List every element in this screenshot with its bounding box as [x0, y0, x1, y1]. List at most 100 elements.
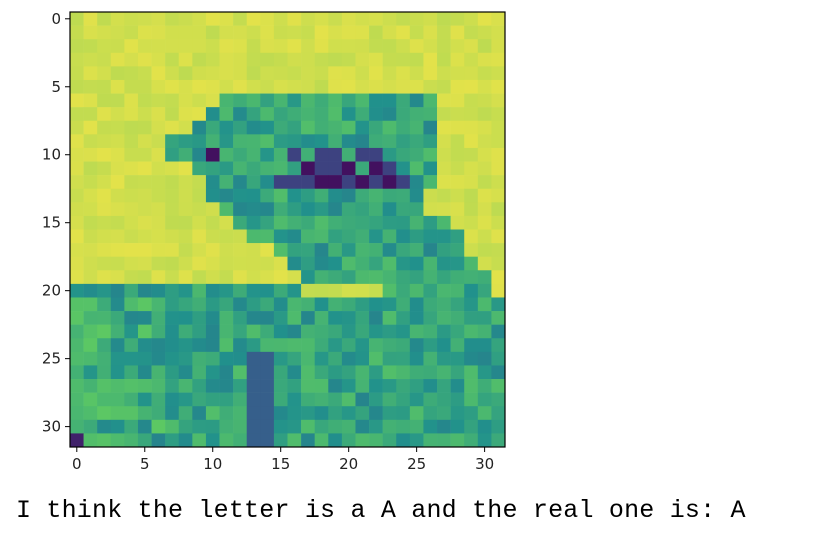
heatmap-cell [382, 25, 397, 40]
heatmap-cell [219, 311, 234, 325]
heatmap-cell [328, 25, 343, 40]
heatmap-cell [464, 338, 479, 353]
heatmap-cell [423, 338, 438, 353]
heatmap-cell [137, 379, 152, 393]
heatmap-cell [83, 107, 98, 122]
heatmap-cell [178, 134, 193, 149]
heatmap-cell [409, 66, 424, 81]
heatmap-cell [301, 297, 315, 312]
heatmap-cell [409, 52, 424, 67]
heatmap-cell [83, 12, 98, 26]
heatmap-cell [491, 270, 506, 285]
heatmap-cell [205, 256, 220, 271]
heatmap-cell [260, 25, 275, 40]
heatmap-cell [287, 256, 302, 271]
heatmap-cell [464, 161, 479, 176]
heatmap-cell [314, 351, 329, 366]
heatmap-cell [233, 311, 248, 325]
heatmap-cell [396, 270, 411, 285]
heatmap-cell [260, 12, 275, 26]
heatmap-cell [192, 297, 207, 312]
heatmap-cell [137, 79, 152, 94]
heatmap-cell [137, 311, 152, 325]
heatmap-cell [137, 338, 152, 353]
heatmap-cell [233, 39, 248, 54]
heatmap-cell [219, 243, 234, 257]
heatmap-cell [83, 202, 98, 217]
heatmap-cell [178, 324, 193, 339]
heatmap-cell [137, 147, 152, 162]
heatmap-cell [464, 365, 479, 380]
heatmap-cell [205, 311, 220, 325]
heatmap-cell [355, 66, 370, 81]
heatmap-cell [246, 93, 261, 108]
heatmap-cell [165, 270, 180, 285]
heatmap-cell [83, 379, 98, 393]
heatmap-cell [450, 52, 465, 67]
heatmap-cell [396, 297, 411, 312]
heatmap-cell [110, 147, 125, 162]
heatmap-cell [151, 120, 166, 135]
heatmap-cell [246, 134, 261, 149]
heatmap-cell [219, 175, 234, 190]
heatmap-cell [70, 283, 84, 298]
heatmap-cell [205, 39, 220, 54]
heatmap-cell [287, 365, 302, 380]
heatmap-cell [491, 161, 506, 176]
heatmap-cell [165, 365, 180, 380]
heatmap-cell [355, 52, 370, 67]
heatmap-cell [246, 311, 261, 325]
heatmap-cell [301, 229, 315, 244]
heatmap-cell [423, 256, 438, 271]
heatmap-cell [328, 243, 343, 257]
heatmap-cell [137, 351, 152, 366]
heatmap-cell [273, 120, 288, 135]
heatmap-cell [137, 297, 152, 312]
heatmap-cell [165, 147, 180, 162]
heatmap-cell [97, 147, 112, 162]
heatmap-cell [287, 107, 302, 122]
heatmap-cell [178, 215, 193, 230]
heatmap-cell [491, 311, 506, 325]
heatmap-cell [355, 338, 370, 353]
heatmap-cell [382, 419, 397, 434]
heatmap-cell [165, 134, 180, 149]
heatmap-cell [219, 39, 234, 54]
heatmap-cell [124, 134, 139, 149]
heatmap-cell [328, 79, 343, 94]
heatmap-cell [219, 25, 234, 40]
heatmap-cell [491, 433, 506, 448]
heatmap-cell [396, 188, 411, 203]
heatmap-cell [301, 107, 315, 122]
heatmap-cell [233, 66, 248, 81]
heatmap-cell [464, 379, 479, 393]
x-tick-label: 10 [203, 455, 222, 473]
heatmap-cell [178, 433, 193, 448]
heatmap-cell [314, 419, 329, 434]
heatmap-cell [151, 202, 166, 217]
heatmap-cell [219, 256, 234, 271]
heatmap-cell [450, 365, 465, 380]
heatmap-cell [314, 324, 329, 339]
heatmap-cell [314, 79, 329, 94]
heatmap-cell [477, 120, 492, 135]
heatmap-cell [314, 406, 329, 421]
heatmap-cell [178, 66, 193, 81]
heatmap-cell [301, 365, 315, 380]
heatmap-cell [178, 52, 193, 67]
heatmap-cell [124, 324, 139, 339]
heatmap-cell [70, 202, 84, 217]
heatmap-cell [437, 93, 451, 108]
heatmap-cell [124, 215, 139, 230]
heatmap-cell [97, 215, 112, 230]
heatmap-cell [97, 243, 112, 257]
heatmap-cell [409, 256, 424, 271]
heatmap-cell [110, 324, 125, 339]
heatmap-cell [124, 365, 139, 380]
heatmap-cell [97, 338, 112, 353]
heatmap-cell [464, 25, 479, 40]
heatmap-cell [287, 351, 302, 366]
heatmap-cell [382, 134, 397, 149]
heatmap-cell [165, 79, 180, 94]
heatmap-cell [246, 406, 261, 421]
